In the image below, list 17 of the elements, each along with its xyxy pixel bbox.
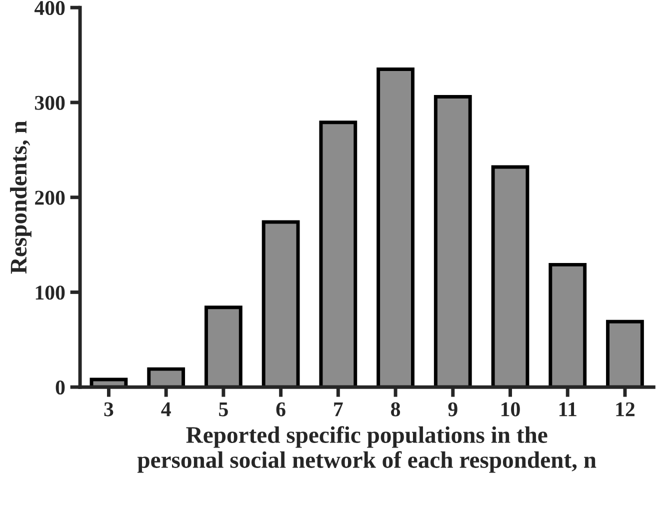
x-tick-label: 11 (559, 402, 576, 416)
y-tick-label: 0 (56, 380, 65, 395)
x-tick-label: 12 (616, 402, 634, 416)
x-tick-label: 10 (502, 402, 520, 416)
x-tick-label: 7 (334, 402, 343, 416)
y-tick-label: 200 (35, 190, 65, 205)
x-tick-label: 3 (104, 402, 114, 416)
x-tick-label: 6 (276, 402, 286, 416)
y-tick-label: 400 (34, 0, 65, 16)
y-tick-label: 100 (36, 286, 65, 300)
y-tick-label: 300 (34, 96, 65, 110)
x-tick-label: 5 (219, 402, 228, 416)
x-tick-label: 4 (161, 402, 171, 416)
y-axis-title: Respondents, n (10, 120, 32, 274)
x-tick-label: 9 (448, 402, 458, 416)
x-axis-title: Reported specific populations in the personal social network of each respondent, n (137, 426, 596, 473)
x-tick-label: 8 (391, 402, 400, 416)
